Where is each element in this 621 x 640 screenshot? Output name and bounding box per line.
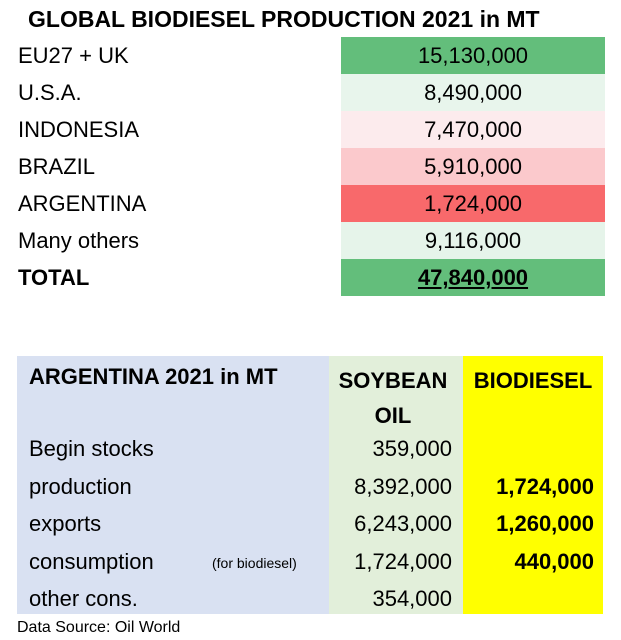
row-label: consumption: [29, 549, 154, 574]
soybean-column-bg: [329, 356, 463, 614]
argentina-table-title: ARGENTINA 2021 in MT: [29, 364, 278, 389]
table-row: ARGENTINA 1,724,000: [0, 185, 621, 222]
row-label: Begin stocks: [29, 436, 154, 461]
biodiesel-header-line-1: BIODIESEL: [473, 368, 593, 393]
row-label: production: [29, 474, 132, 499]
row-value: 1,724,000: [341, 185, 605, 222]
row-label: INDONESIA: [18, 117, 140, 142]
label-column-bg: [17, 356, 329, 614]
global-table-title: GLOBAL BIODIESEL PRODUCTION 2021 in MT: [28, 6, 540, 32]
row-value: 15,130,000: [341, 37, 605, 74]
row-note: (for biodiesel): [212, 555, 297, 571]
row-label: EU27 + UK: [18, 43, 129, 68]
table-row: BRAZIL 5,910,000: [0, 148, 621, 185]
table-row: EU27 + UK 15,130,000: [0, 37, 621, 74]
argentina-table-background: [17, 356, 603, 614]
soybean-oil-value: 1,724,000: [354, 549, 452, 574]
biodiesel-value: 440,000: [514, 549, 594, 574]
biodiesel-value: 1,724,000: [496, 474, 594, 499]
soybean-oil-header-line-2: OIL: [374, 403, 412, 428]
table-row: U.S.A. 8,490,000: [0, 74, 621, 111]
row-label: Many others: [18, 228, 140, 253]
soybean-oil-header-line-1: SOYBEAN: [338, 368, 448, 393]
biodiesel-column-bg: [463, 356, 603, 614]
data-source: Data Source: Oil World: [17, 619, 181, 636]
row-value: 5,910,000: [341, 148, 605, 185]
soybean-oil-value: 354,000: [372, 586, 452, 611]
biodiesel-value: 1,260,000: [496, 511, 594, 536]
row-label: exports: [29, 511, 102, 536]
row-value: 9,116,000: [341, 222, 605, 259]
row-label: BRAZIL: [18, 154, 96, 179]
row-label: TOTAL: [18, 265, 90, 290]
table-row: Many others 9,116,000: [0, 222, 621, 259]
row-value: 47,840,000: [341, 259, 605, 296]
row-label: other cons.: [29, 586, 138, 611]
soybean-oil-header: SOYBEAN OIL: [329, 363, 457, 433]
soybean-oil-value: 8,392,000: [354, 474, 452, 499]
table-row: INDONESIA 7,470,000: [0, 111, 621, 148]
row-label: ARGENTINA: [18, 191, 147, 216]
soybean-oil-value: 359,000: [372, 436, 452, 461]
soybean-oil-value: 6,243,000: [354, 511, 452, 536]
biodiesel-header: BIODIESEL: [463, 363, 603, 398]
total-row: TOTAL 47,840,000: [0, 259, 621, 296]
row-label: U.S.A.: [18, 80, 82, 105]
row-value: 8,490,000: [341, 74, 605, 111]
row-value: 7,470,000: [341, 111, 605, 148]
